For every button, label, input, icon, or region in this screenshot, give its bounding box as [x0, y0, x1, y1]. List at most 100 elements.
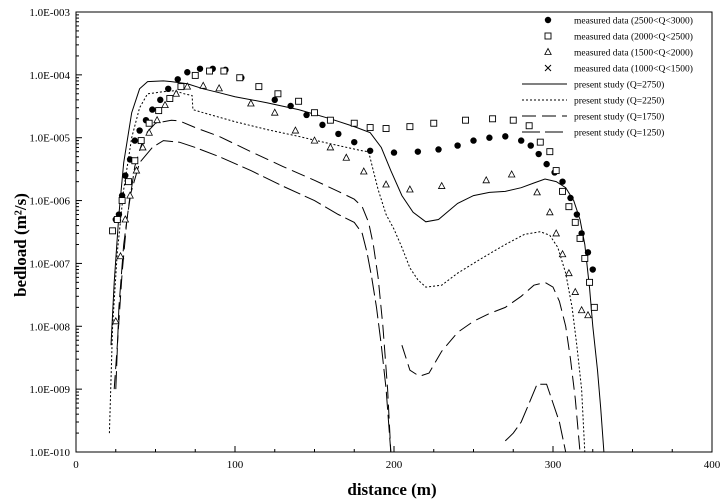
- y-tick-label: 1.0E-005: [29, 133, 70, 145]
- data-point: [486, 134, 493, 141]
- data-point: [543, 160, 550, 168]
- data-point: [126, 191, 134, 199]
- data-point: [113, 216, 121, 223]
- model-line: [108, 90, 586, 453]
- legend-label: present study (Q=2750): [574, 80, 664, 91]
- data-point: [326, 143, 335, 151]
- data-point: [136, 127, 143, 134]
- legend-label: present study (Q=1250): [574, 128, 664, 139]
- data-point: [161, 100, 169, 109]
- data-point: [535, 150, 542, 158]
- data-point: [153, 115, 161, 124]
- data-point: [131, 157, 139, 165]
- legend-label: measured data (2000<Q<2500): [574, 32, 693, 43]
- data-point: [121, 215, 130, 223]
- data-point: [149, 106, 156, 113]
- data-point: [350, 119, 358, 127]
- x-tick-label: 300: [545, 459, 562, 471]
- data-point: [590, 303, 598, 311]
- x-axis-title: distance (m): [347, 480, 436, 499]
- data-point: [584, 310, 592, 319]
- data-point: [125, 178, 132, 186]
- x-tick-label: 400: [704, 459, 721, 471]
- data-point: [174, 76, 181, 83]
- data-point: [552, 167, 560, 175]
- data-point: [335, 130, 342, 138]
- data-point: [414, 148, 422, 155]
- data-point: [525, 122, 533, 130]
- data-point: [533, 188, 541, 196]
- model-line: [113, 119, 392, 453]
- data-point: [271, 96, 278, 104]
- data-point: [177, 83, 185, 91]
- y-axis-ticks: 1.0E-010 1.0E-009 1.0E-008 1.0E-007 1.0E-006…: [29, 7, 82, 459]
- data-point: [382, 180, 390, 188]
- legend-label: present study (Q=2250): [574, 96, 664, 107]
- y-tick-label: 1.0E-008: [29, 321, 70, 333]
- data-point: [507, 170, 516, 178]
- legend-symbol: [544, 16, 552, 24]
- measured-markers: [109, 65, 598, 325]
- data-point: [527, 142, 534, 149]
- data-point: [157, 96, 164, 104]
- data-point: [576, 234, 584, 242]
- data-point: [199, 81, 208, 89]
- data-point: [303, 111, 310, 119]
- data-point: [196, 65, 204, 72]
- data-point: [430, 119, 438, 127]
- y-tick-label: 1.0E-007: [29, 258, 70, 270]
- data-point: [274, 90, 282, 98]
- data-point: [559, 187, 566, 195]
- x-tick-label: 100: [227, 459, 244, 471]
- data-point: [558, 249, 567, 258]
- data-point: [552, 229, 561, 237]
- model-line: [110, 80, 605, 453]
- data-point: [470, 137, 477, 144]
- data-point: [138, 143, 147, 151]
- data-point: [359, 167, 368, 175]
- data-point: [573, 211, 581, 218]
- data-point: [565, 203, 573, 211]
- data-point: [509, 116, 517, 124]
- data-point: [366, 147, 374, 154]
- data-point: [571, 218, 579, 226]
- data-point: [236, 74, 244, 82]
- data-point: [109, 227, 117, 235]
- model-line: [115, 140, 392, 453]
- data-point: [122, 172, 129, 179]
- data-point: [546, 148, 554, 156]
- data-point: [390, 149, 398, 156]
- data-point: [589, 266, 596, 273]
- model-lines: [108, 80, 605, 453]
- data-point: [184, 69, 191, 76]
- data-point: [247, 99, 255, 107]
- data-point: [584, 249, 592, 256]
- data-point: [155, 107, 163, 115]
- data-point: [172, 89, 181, 97]
- data-point: [183, 82, 192, 90]
- data-point: [255, 83, 263, 91]
- data-point: [435, 146, 442, 153]
- y-tick-label: 1.0E-010: [29, 447, 70, 459]
- legend-label: measured data (1000<Q<1500): [574, 64, 693, 75]
- model-line: [401, 281, 581, 453]
- y-tick-label: 1.0E-004: [29, 70, 70, 82]
- data-point: [545, 207, 554, 216]
- data-point: [406, 123, 414, 131]
- legend: measured data (2500<Q<3000) measured data…: [522, 16, 693, 139]
- data-point: [454, 142, 461, 149]
- data-point: [166, 95, 174, 102]
- data-point: [366, 124, 374, 132]
- legend-symbol: [544, 64, 552, 72]
- data-point: [351, 138, 358, 146]
- data-point: [145, 119, 153, 127]
- data-point: [132, 166, 141, 174]
- data-point: [116, 251, 125, 260]
- data-point: [191, 71, 199, 79]
- data-point: [536, 138, 544, 146]
- legend-label: measured data (1500<Q<2000): [574, 48, 693, 59]
- data-point: [311, 109, 318, 117]
- data-point: [571, 287, 580, 295]
